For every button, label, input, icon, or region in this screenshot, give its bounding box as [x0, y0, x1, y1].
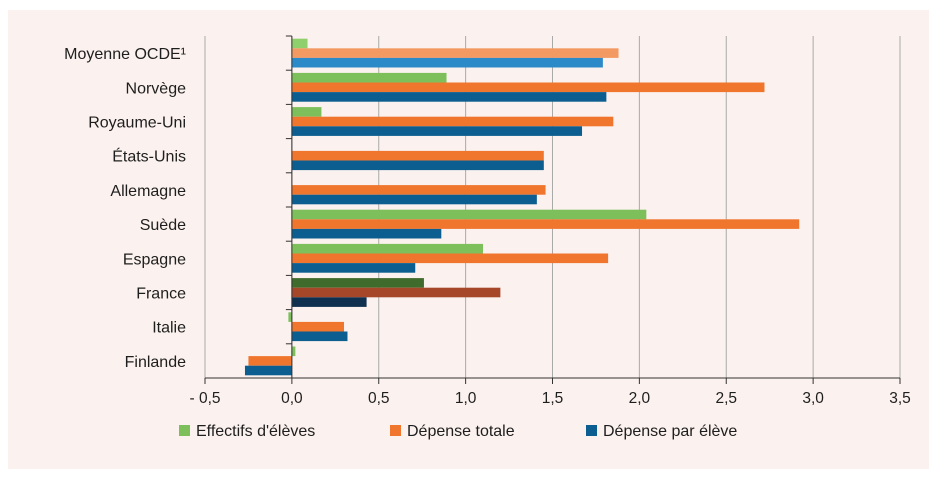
x-tick-labels: - 0,5 0,0 0,5 1,0 1,5 2,0 2,5 3,0 3,5	[189, 390, 910, 407]
bar	[291, 194, 537, 205]
category-label: Moyenne OCDE¹	[64, 46, 186, 63]
bars	[244, 38, 800, 376]
bar	[248, 356, 292, 366]
bar	[291, 287, 501, 298]
bar	[291, 92, 607, 102]
bar	[291, 57, 603, 68]
bar	[291, 263, 416, 273]
bar	[291, 160, 544, 171]
bar	[291, 38, 308, 49]
bar	[291, 253, 609, 264]
bar-chart: Moyenne OCDE¹ Norvège Royaume-Uni États-Uni…	[64, 35, 911, 440]
x-tick-label: - 0,5	[189, 390, 220, 407]
bar	[291, 82, 765, 93]
legend-swatch	[179, 425, 190, 436]
bar	[291, 228, 442, 239]
x-tick-label: 0,0	[281, 390, 303, 407]
category-label: Royaume-Uni	[88, 115, 186, 132]
legend: Effectifs d'élèves Dépense totale Dépense …	[179, 423, 737, 440]
category-label: Italie	[152, 320, 186, 337]
category-label: Suède	[140, 217, 186, 234]
chart-panel: Moyenne OCDE¹ Norvège Royaume-Uni États-Uni…	[8, 10, 929, 469]
bar	[291, 209, 647, 220]
legend-swatch	[586, 425, 597, 436]
legend-label: Effectifs d'élèves	[196, 423, 315, 440]
category-label: Norvège	[126, 80, 187, 97]
bar	[291, 116, 614, 127]
legend-label: Dépense totale	[407, 423, 515, 440]
bar	[291, 321, 344, 332]
bar	[291, 331, 348, 342]
category-label: Allemagne	[110, 183, 186, 200]
x-tick-label: 3,0	[802, 390, 824, 407]
category-label: Espagne	[123, 251, 186, 268]
category-label: France	[136, 286, 186, 303]
bar	[244, 365, 292, 376]
category-label: Finlande	[125, 354, 186, 371]
axes	[204, 35, 901, 384]
x-tick-label: 3,5	[889, 390, 911, 407]
bar	[291, 48, 619, 58]
bar	[291, 219, 800, 229]
bar	[291, 185, 546, 195]
x-tick-label: 0,5	[368, 390, 390, 407]
bar	[291, 72, 447, 83]
x-tick-label: 1,0	[455, 390, 477, 407]
bar	[288, 312, 292, 322]
bar	[291, 243, 483, 254]
x-tick-label: 1,5	[542, 390, 564, 407]
x-tick-label: 2,5	[715, 390, 737, 407]
x-tick-label: 2,0	[629, 390, 651, 407]
bar	[291, 107, 322, 117]
legend-label: Dépense par élève	[603, 423, 737, 440]
bar	[291, 346, 296, 357]
category-label: États-Unis	[112, 147, 186, 166]
category-labels: Moyenne OCDE¹ Norvège Royaume-Uni États-Uni…	[64, 46, 186, 371]
legend-swatch	[390, 425, 401, 436]
bar	[291, 150, 544, 161]
bar	[291, 126, 583, 136]
bar	[291, 278, 424, 288]
bar	[291, 297, 367, 307]
